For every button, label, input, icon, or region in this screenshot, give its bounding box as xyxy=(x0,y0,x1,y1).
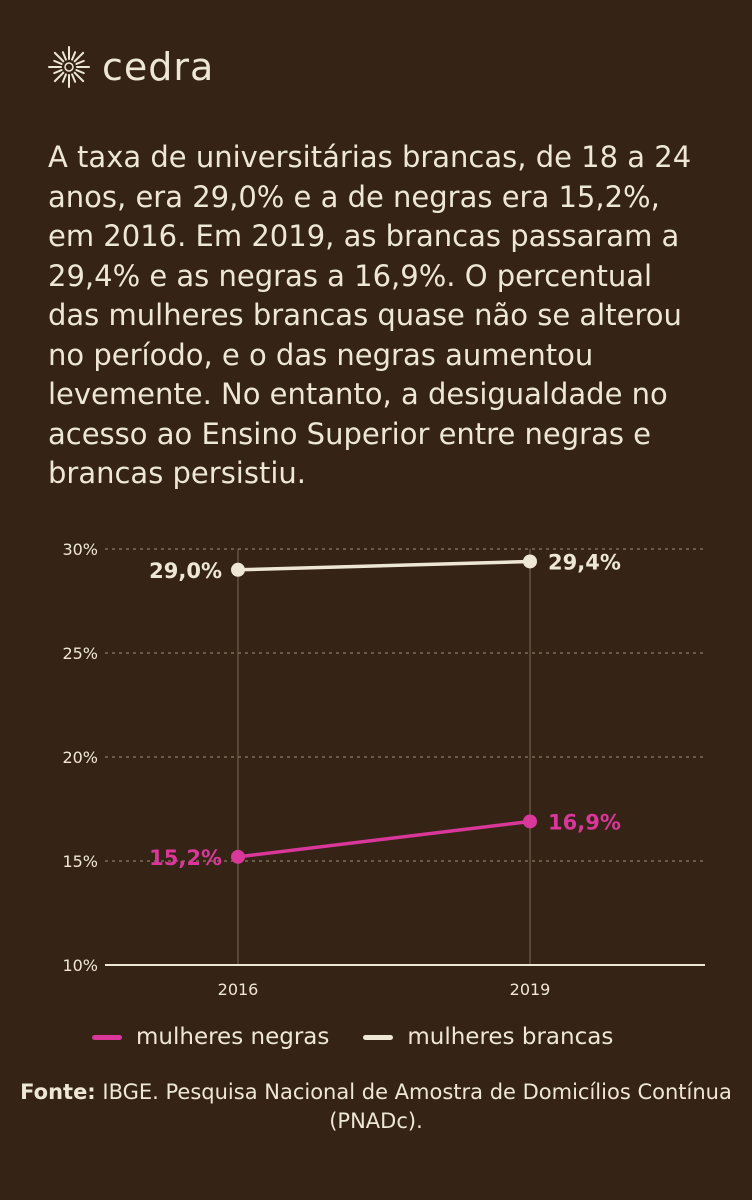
chart-legend: mulheres negras mulheres brancas xyxy=(92,1024,613,1050)
data-point xyxy=(523,554,537,569)
legend-item-brancas: mulheres brancas xyxy=(363,1024,613,1050)
series-line xyxy=(237,819,531,859)
x-tick-label: 2016 xyxy=(218,980,259,999)
sun-burst-icon xyxy=(48,46,90,88)
y-tick-label: 10% xyxy=(62,956,98,975)
legend-swatch-brancas xyxy=(363,1034,394,1040)
y-tick-label: 15% xyxy=(62,852,98,871)
legend-item-negras: mulheres negras xyxy=(92,1024,329,1050)
data-point xyxy=(231,562,245,577)
data-label: 29,0% xyxy=(149,559,222,583)
y-tick-label: 25% xyxy=(62,644,98,663)
y-tick-label: 30% xyxy=(62,540,98,559)
source-text: IBGE. Pesquisa Nacional de Amostra de Do… xyxy=(95,1080,732,1133)
legend-swatch-negras xyxy=(92,1034,122,1040)
source-note: Fonte: IBGE. Pesquisa Nacional de Amostr… xyxy=(0,1078,752,1136)
legend-label-negras: mulheres negras xyxy=(136,1024,330,1050)
data-label: 15,2% xyxy=(149,846,222,870)
data-label: 29,4% xyxy=(548,550,621,574)
brand-logo: cedra xyxy=(46,44,214,90)
intro-text: A taxa de universitárias brancas, de 18 … xyxy=(48,140,692,490)
brand-name: cedra xyxy=(102,45,215,89)
series-line xyxy=(237,559,531,572)
data-point xyxy=(231,849,245,864)
data-point xyxy=(523,814,537,829)
data-label: 16,9% xyxy=(548,810,621,834)
source-prefix: Fonte: xyxy=(20,1080,96,1104)
legend-label-brancas: mulheres brancas xyxy=(407,1024,614,1050)
x-tick-label: 2019 xyxy=(510,980,551,999)
line-chart: 10% 15% 20% 25% 30% 2016 2019 29,0% 29,4% 15,2% 16… xyxy=(62,540,705,999)
y-tick-label: 20% xyxy=(62,748,98,767)
